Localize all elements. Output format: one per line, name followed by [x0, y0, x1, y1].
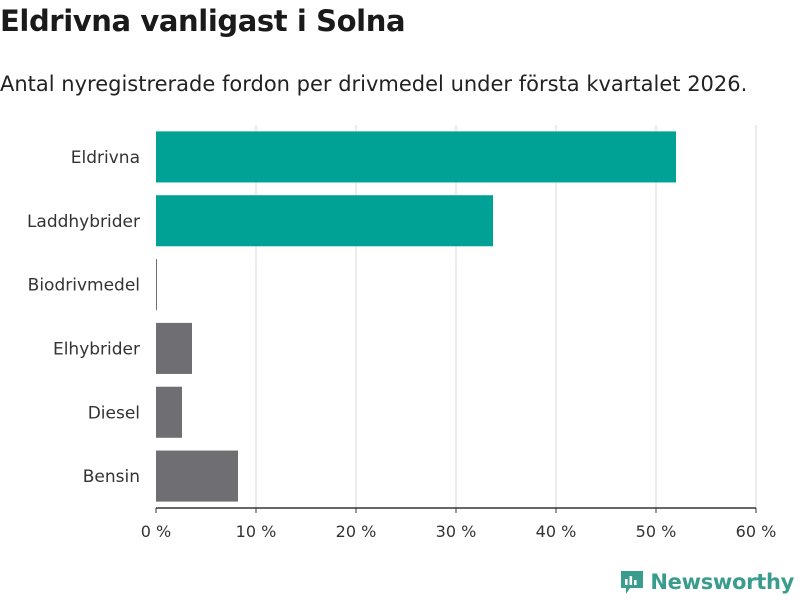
x-tick-label: 20 % — [336, 522, 377, 541]
category-label: Eldrivna — [71, 148, 140, 168]
category-label: Diesel — [88, 403, 140, 423]
gridlines — [255, 125, 757, 508]
category-label: Biodrivmedel — [28, 276, 140, 296]
newsworthy-logo: Newsworthy — [620, 568, 794, 596]
newsworthy-logo-text: Newsworthy — [650, 570, 794, 594]
bar-diesel — [156, 386, 182, 438]
category-labels: Eldrivna Laddhybrider Biodrivmedel Elhybrid… — [27, 148, 140, 487]
x-tick-label: 10 % — [236, 522, 277, 541]
x-tick-label: 50 % — [636, 522, 677, 541]
bar-eldrivna — [156, 131, 676, 183]
bar-bensin — [156, 450, 238, 502]
x-tick-label: 0 % — [141, 522, 171, 541]
category-label: Laddhybrider — [27, 212, 140, 232]
x-axis: 0 % 10 % 20 % 30 % 40 % 50 % 60 % — [141, 507, 777, 541]
chart-subtitle: Antal nyregistrerade fordon per drivmede… — [0, 72, 748, 96]
x-tick-label: 40 % — [536, 522, 577, 541]
bar-elhybrider — [156, 322, 192, 374]
bar-laddhybrider — [156, 195, 493, 247]
x-tick-label: 30 % — [436, 522, 477, 541]
bars — [156, 131, 676, 502]
bar-biodrivmedel — [156, 259, 157, 311]
category-label: Bensin — [83, 467, 140, 487]
x-tick-label: 60 % — [736, 522, 777, 541]
newsworthy-logo-icon — [621, 571, 644, 594]
category-label: Elhybrider — [53, 339, 140, 359]
chart-title: Eldrivna vanligast i Solna — [0, 4, 406, 38]
